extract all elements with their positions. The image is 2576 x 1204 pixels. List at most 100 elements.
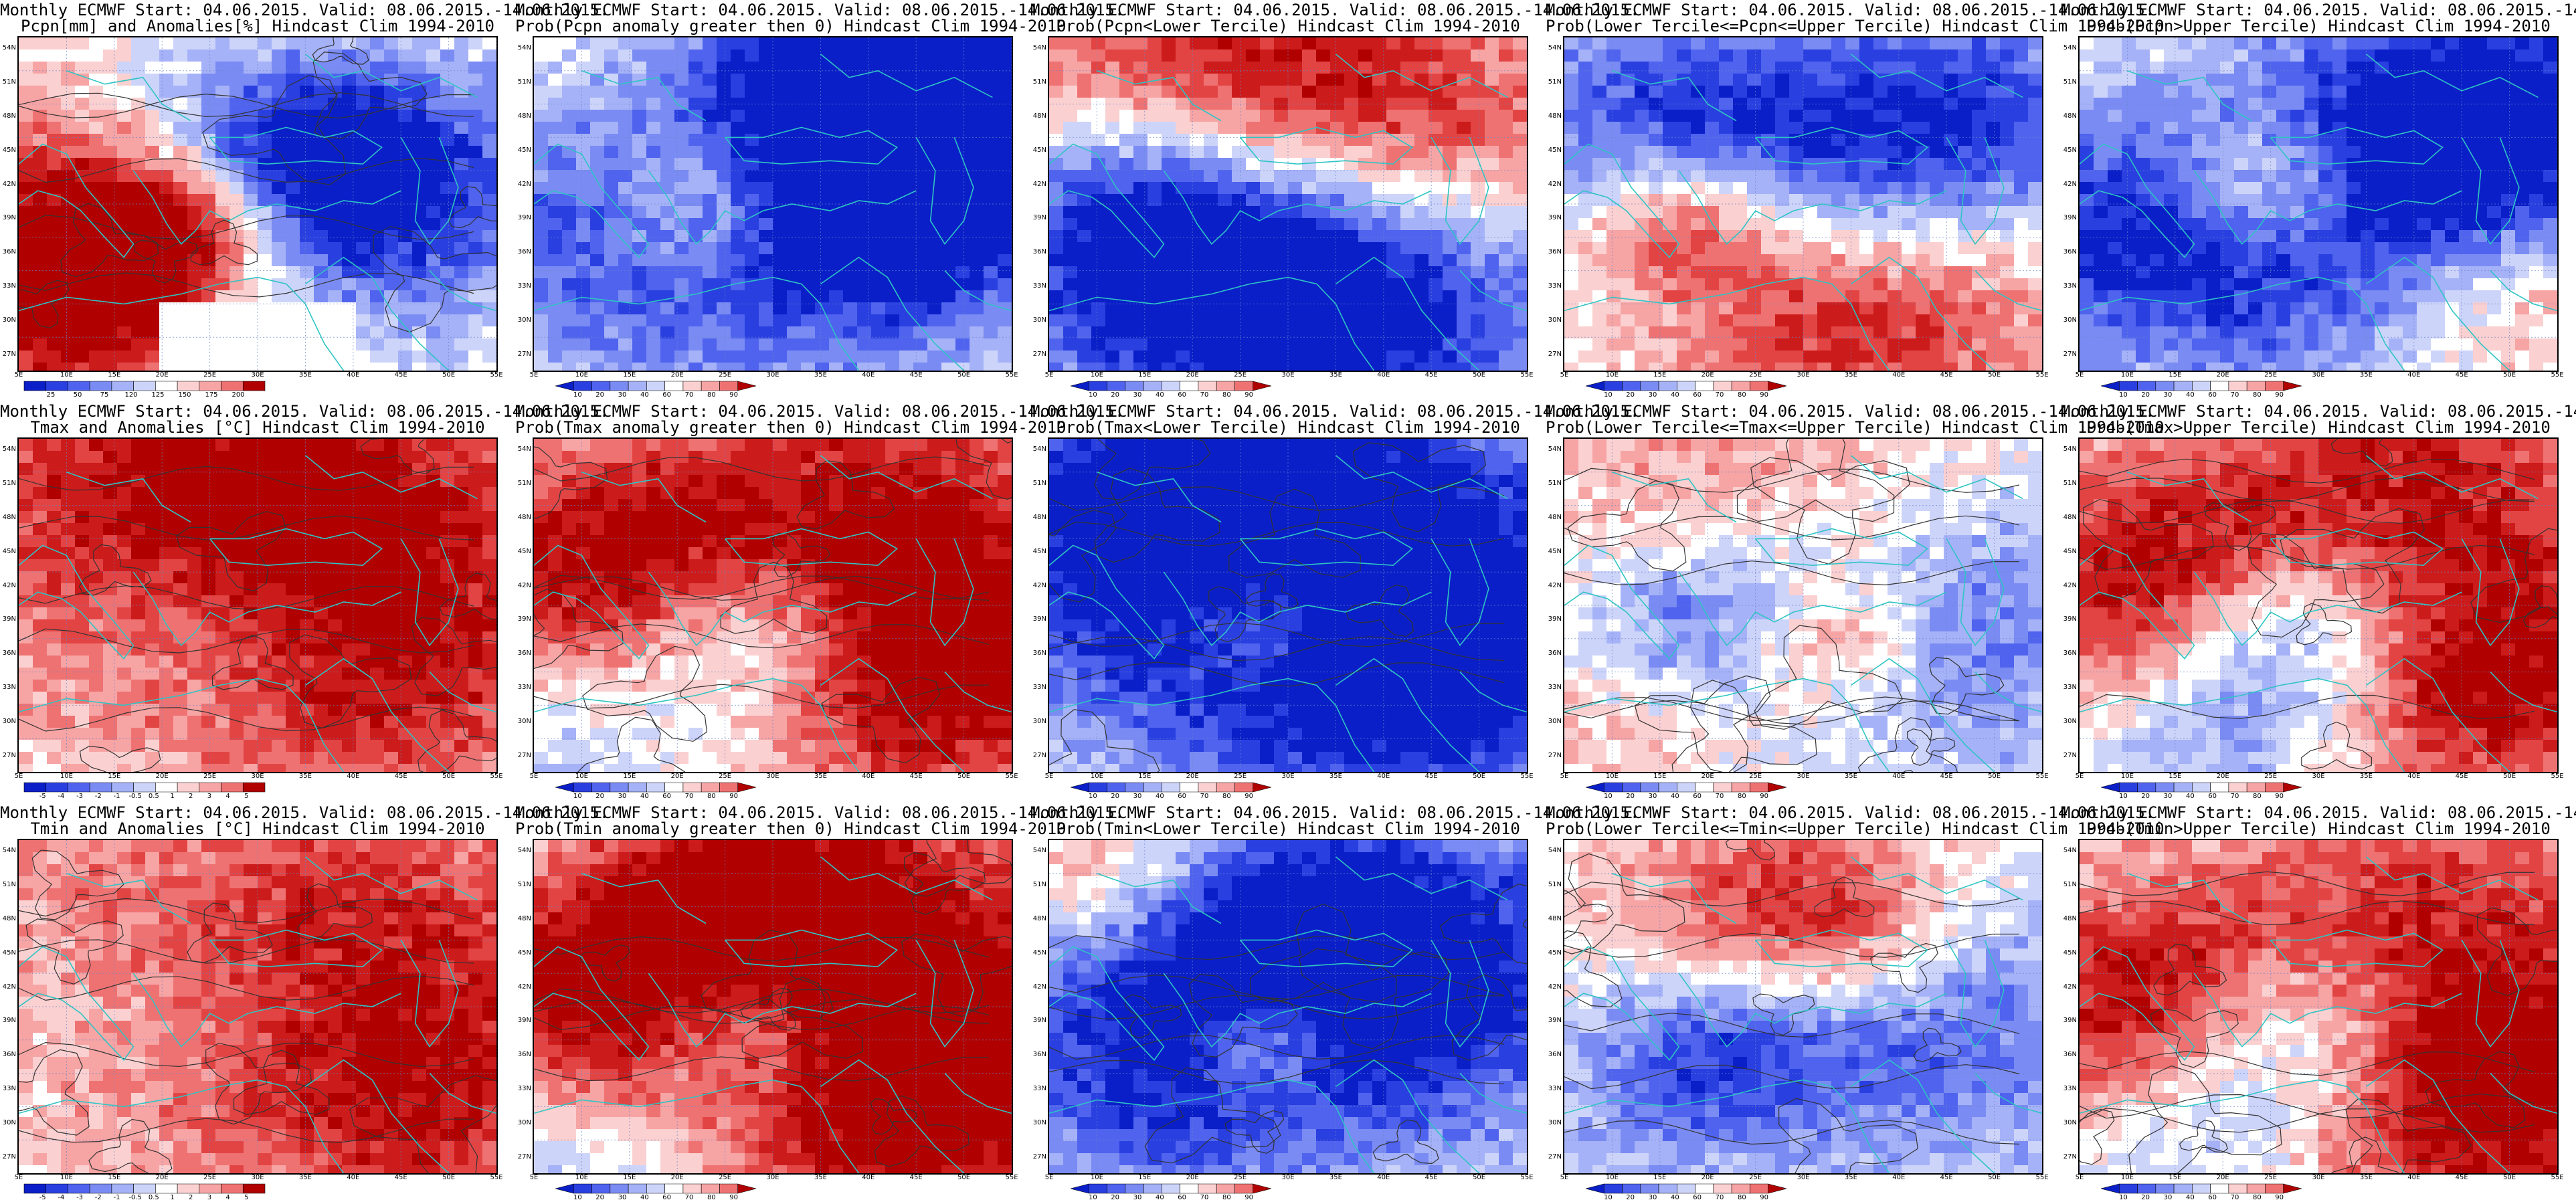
colorbar-tick-label: 60	[2208, 391, 2217, 399]
colorbar-tick-label: 40	[1155, 391, 1164, 399]
colorbar-tick-label: 90	[1245, 793, 1254, 800]
colorbar-tick-label: 60	[1178, 1194, 1187, 1201]
map-field-svg	[19, 37, 496, 371]
lon-tick-label: 25E	[203, 1174, 217, 1181]
field-cells	[19, 37, 496, 371]
lat-tick-label: 48N	[1548, 914, 1562, 922]
colorbar	[555, 1183, 757, 1194]
lat-tick-label: 42N	[1032, 581, 1046, 589]
colorbar-tick-label: 80	[707, 391, 716, 399]
colorbar-tick-label: 90	[1760, 391, 1769, 399]
coastlines	[2080, 856, 2557, 1173]
map-panel-pcpn-anom: Monthly ECMWF Start: 04.06.2015. Valid: …	[0, 0, 610, 401]
panel-title-line2: Prob(Lower Tercile<=Tmax<=Upper Tercile)…	[1546, 418, 2165, 437]
lon-tick-label: 55E	[1520, 773, 1534, 780]
lon-tick-label: 50E	[957, 1174, 971, 1181]
lon-tick-label: 25E	[1234, 371, 1247, 379]
map-panel-tmax-anom: Monthly ECMWF Start: 04.06.2015. Valid: …	[0, 401, 609, 803]
lon-tick-label: 35E	[2359, 371, 2373, 379]
map-field-svg	[2080, 840, 2557, 1173]
lat-tick-label: 30N	[2063, 718, 2077, 726]
colorbar-tick-label: 1	[170, 1194, 175, 1201]
map-panel-tmin-prob-lower: Monthly ECMWF Start: 04.06.2015. Valid: …	[1030, 803, 1640, 1204]
panel-title-line1: Monthly ECMWF Start: 04.06.2015. Valid: …	[0, 1, 610, 19]
lon-tick-label: 40E	[347, 1174, 360, 1181]
panel-title-line1: Monthly ECMWF Start: 04.06.2015. Valid: …	[2061, 1, 2576, 19]
panel-title-line1: Monthly ECMWF Start: 04.06.2015. Valid: …	[1030, 803, 1640, 822]
lat-tick-label: 39N	[2, 214, 16, 222]
lat-tick-label: 42N	[2063, 581, 2077, 589]
lat-tick-label: 48N	[517, 112, 531, 120]
colorbar-tick-label: 10	[1088, 391, 1097, 399]
colorbar-tick-label: 70	[2230, 1194, 2239, 1201]
panel-title-line2: Prob(Pcpn anomaly greater then 0) Hindca…	[515, 17, 1067, 35]
colorbar-tick-label: 10	[573, 1194, 582, 1201]
lat-tick-label: 54N	[2, 445, 16, 453]
colorbar-tick-label: 90	[2275, 391, 2284, 399]
lat-tick-label: 30N	[1548, 316, 1562, 324]
colorbar-tick-label: 70	[1715, 1194, 1724, 1201]
lon-tick-label: 5E	[1560, 773, 1569, 780]
colorbar-tick-label: 125	[151, 391, 165, 399]
panel-title-line1: Monthly ECMWF Start: 04.06.2015. Valid: …	[1546, 1, 2155, 19]
lon-tick-label: 25E	[1749, 1174, 1762, 1181]
colorbar-tick-label: 60	[662, 793, 672, 800]
lon-tick-label: 20E	[155, 1174, 169, 1181]
lon-tick-label: 55E	[2035, 1174, 2049, 1181]
lat-tick-label: 54N	[1032, 847, 1046, 854]
colorbar-tick-label: 200	[232, 391, 245, 399]
lon-tick-label: 50E	[1473, 773, 1486, 780]
lat-tick-label: 48N	[1032, 513, 1046, 521]
lon-tick-label: 35E	[1329, 773, 1342, 780]
lon-tick-label: 30E	[766, 371, 779, 379]
colorbar-tick-label: 10	[2118, 793, 2128, 800]
lat-tick-label: 39N	[2063, 1017, 2077, 1025]
colorbar-tick-label: -5	[39, 1194, 46, 1201]
colorbar-tick-label: -5	[39, 793, 46, 800]
colorbar	[1585, 782, 1787, 793]
lon-tick-label: 45E	[394, 371, 407, 379]
coastlines	[19, 856, 496, 1173]
lon-tick-label: 45E	[909, 371, 923, 379]
coastlines	[534, 54, 1012, 371]
colorbar-tick-label: 40	[1670, 1194, 1679, 1201]
lat-tick-label: 45N	[1032, 146, 1046, 154]
colorbar-tick-label: 60	[1693, 793, 1702, 800]
lon-tick-label: 35E	[1329, 1174, 1342, 1181]
lon-tick-label: 10E	[1090, 1174, 1103, 1181]
lat-tick-label: 45N	[2063, 547, 2077, 555]
lat-tick-label: 33N	[517, 684, 531, 692]
lon-tick-label: 10E	[1090, 371, 1103, 379]
lon-tick-label: 55E	[2035, 773, 2049, 780]
colorbar-tick-label: 60	[2208, 1194, 2217, 1201]
lon-tick-label: 30E	[766, 773, 779, 780]
lat-tick-label: 33N	[517, 1085, 531, 1093]
panel-title-line2: Prob(Tmin>Upper Tercile) Hindcast Clim 1…	[2086, 819, 2551, 838]
lat-tick-label: 51N	[2, 78, 16, 86]
lon-tick-label: 45E	[394, 1174, 407, 1181]
colorbar-tick-label: 20	[2141, 391, 2150, 399]
lon-tick-label: 5E	[529, 773, 539, 780]
map-panel-tmax-prob-upper: Monthly ECMWF Start: 04.06.2015. Valid: …	[2061, 401, 2576, 803]
colorbar-tick-label: 80	[1737, 1194, 1746, 1201]
map-panel-tmin-anom: Monthly ECMWF Start: 04.06.2015. Valid: …	[0, 803, 609, 1204]
map-area	[17, 839, 498, 1175]
lat-tick-label: 54N	[1032, 445, 1046, 453]
lat-tick-label: 48N	[1548, 112, 1562, 120]
lat-tick-label: 51N	[1032, 479, 1046, 487]
colorbar-tick-label: 30	[2163, 391, 2173, 399]
lon-tick-label: 10E	[1605, 371, 1619, 379]
lon-tick-label: 35E	[1329, 371, 1342, 379]
lat-tick-label: 39N	[517, 1017, 531, 1025]
lon-tick-label: 15E	[623, 773, 636, 780]
lon-tick-label: 20E	[670, 773, 684, 780]
lon-tick-label: 15E	[1653, 773, 1667, 780]
colorbar-tick-label: 30	[1648, 1194, 1657, 1201]
lon-tick-label: 55E	[490, 773, 503, 780]
coastlines	[1049, 54, 1527, 371]
lon-tick-label: 40E	[347, 773, 360, 780]
map-area	[17, 36, 498, 372]
lon-tick-label: 5E	[14, 773, 23, 780]
lat-tick-label: 51N	[1032, 880, 1046, 888]
